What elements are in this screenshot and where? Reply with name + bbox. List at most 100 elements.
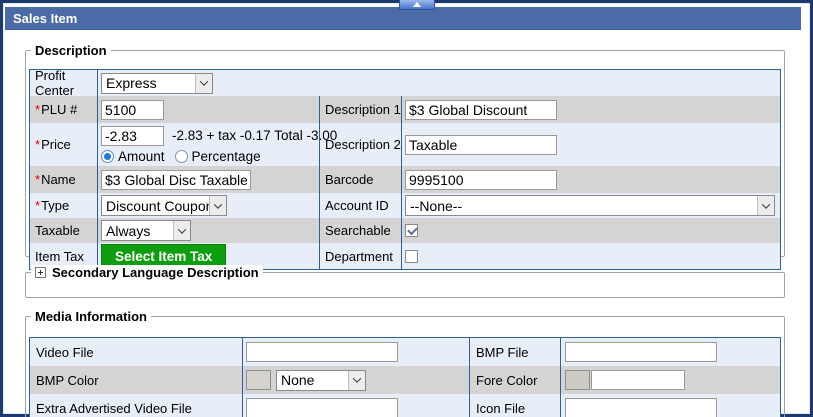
row-extra-video: Extra Advertised Video File Icon File — [30, 394, 780, 417]
video-file-input[interactable] — [246, 342, 398, 362]
description2-cell — [401, 123, 780, 166]
description1-cell — [401, 96, 780, 123]
item-tax-cell: Select Item Tax — [97, 243, 319, 269]
plu-label: * PLU # — [35, 102, 78, 117]
department-cell — [401, 243, 780, 269]
taxable-value: Always — [106, 222, 151, 239]
type-label: * Type — [35, 198, 70, 213]
taxable-cell: Always — [97, 218, 319, 243]
profit-center-label: Profit Center — [35, 68, 75, 98]
chevron-down-icon — [757, 196, 774, 215]
secondary-language-legend: Secondary Language Description — [31, 265, 263, 280]
required-marker: * — [35, 198, 41, 213]
searchable-checkbox[interactable] — [405, 224, 418, 237]
profit-center-select[interactable]: Express — [101, 72, 213, 94]
searchable-label: Searchable — [319, 218, 401, 243]
title-bar: Sales Item — [5, 7, 801, 30]
chevron-down-icon — [348, 370, 365, 390]
row-video-file: Video File BMP File — [30, 338, 780, 366]
page-title: Sales Item — [13, 10, 78, 26]
fore-color-cell — [560, 366, 780, 394]
description2-label: Description 2 — [319, 123, 401, 166]
price-input[interactable] — [101, 125, 164, 146]
bmp-file-input[interactable] — [565, 342, 717, 362]
media-table: Video File BMP File BMP Color — [29, 337, 781, 417]
bmp-color-swatch[interactable] — [246, 370, 271, 390]
extra-advertised-video-file-input[interactable] — [246, 398, 398, 417]
price-calculation-note: -2.83 + tax -0.17 Total -3.00 — [172, 128, 338, 143]
extra-advertised-video-file-label: Extra Advertised Video File — [36, 400, 192, 416]
barcode-cell — [401, 166, 780, 193]
row-bmp-color: BMP Color None Fore Color — [30, 366, 780, 394]
description1-label: Description 1 — [319, 96, 401, 123]
department-checkbox[interactable] — [405, 249, 418, 263]
description-table: Profit Center Express * PLU # — [29, 68, 781, 270]
price-cell: -2.83 + tax -0.17 Total -3.00 Amount Per… — [97, 123, 337, 166]
amount-radio-label: Amount — [118, 148, 165, 164]
row-name: *Name Barcode — [30, 166, 780, 193]
amount-radio[interactable] — [101, 149, 114, 163]
name-input[interactable] — [101, 169, 251, 190]
account-id-label: Account ID — [319, 193, 401, 218]
row-profit-center: Profit Center Express — [30, 68, 780, 98]
required-marker: * — [35, 102, 41, 117]
name-cell — [97, 166, 319, 193]
bmp-file-cell — [560, 338, 780, 366]
bmp-color-label: BMP Color — [36, 372, 99, 388]
chevron-down-icon — [209, 196, 226, 215]
window-content: Sales Item Description Profit Center Exp… — [4, 4, 809, 417]
secondary-language-fieldset: Secondary Language Description — [25, 265, 785, 298]
taxable-label: Taxable — [35, 223, 80, 238]
bmp-color-value: None — [281, 372, 315, 388]
required-marker: * — [35, 172, 41, 187]
row-item-tax: Item Tax Select Item Tax Department — [30, 243, 780, 269]
fore-color-label: Fore Color — [469, 366, 560, 394]
percentage-radio-label: Percentage — [191, 148, 261, 164]
fore-color-swatch[interactable] — [565, 370, 590, 390]
barcode-label: Barcode — [319, 166, 401, 193]
profit-center-cell: Express — [97, 70, 780, 96]
media-information-fieldset: Media Information Video File BMP File — [25, 309, 785, 417]
row-taxable: Taxable Always Searchable — [30, 218, 780, 243]
fore-color-input[interactable] — [591, 370, 685, 390]
collapse-panel-tab[interactable] — [399, 0, 435, 10]
icon-file-input[interactable] — [565, 398, 717, 417]
bmp-color-select[interactable]: None — [276, 369, 366, 391]
video-file-label: Video File — [36, 344, 94, 360]
row-type: * Type Discount Coupon Account ID --None- — [30, 193, 780, 218]
description2-input[interactable] — [405, 134, 557, 155]
type-select[interactable]: Discount Coupon — [101, 195, 227, 216]
searchable-cell — [401, 218, 780, 243]
account-id-cell: --None-- — [401, 193, 780, 218]
type-cell: Discount Coupon — [97, 193, 319, 218]
bmp-file-label: BMP File — [469, 338, 560, 366]
required-marker: * — [35, 137, 41, 152]
chevron-down-icon — [195, 73, 212, 93]
percentage-radio[interactable] — [174, 149, 188, 163]
account-id-value: --None-- — [410, 197, 463, 214]
media-information-legend: Media Information — [31, 309, 151, 324]
bmp-color-cell: None — [242, 366, 469, 394]
row-price: *Price -2.83 + tax -0.17 Total -3.00 Amo… — [30, 123, 780, 166]
name-label: * Name — [35, 172, 76, 187]
plu-cell — [97, 96, 319, 123]
chevron-down-icon — [173, 221, 190, 240]
price-label: * Price — [35, 137, 71, 152]
icon-file-cell — [560, 394, 780, 417]
row-plu: *PLU # Description 1 — [30, 96, 780, 123]
description-legend: Description — [31, 43, 111, 58]
profit-center-value: Express — [106, 75, 157, 91]
item-tax-label: Item Tax — [35, 248, 84, 264]
expand-plus-icon[interactable] — [35, 267, 46, 278]
select-item-tax-button[interactable]: Select Item Tax — [101, 244, 227, 268]
plu-input[interactable] — [101, 99, 164, 120]
extra-advertised-video-file-cell — [242, 394, 469, 417]
taxable-select[interactable]: Always — [101, 220, 191, 241]
type-value: Discount Coupon — [106, 197, 209, 214]
description1-input[interactable] — [405, 99, 557, 120]
icon-file-label: Icon File — [469, 394, 560, 417]
barcode-input[interactable] — [405, 169, 557, 190]
account-id-select[interactable]: --None-- — [405, 195, 775, 216]
description-fieldset: Description Profit Center Express — [25, 43, 785, 270]
